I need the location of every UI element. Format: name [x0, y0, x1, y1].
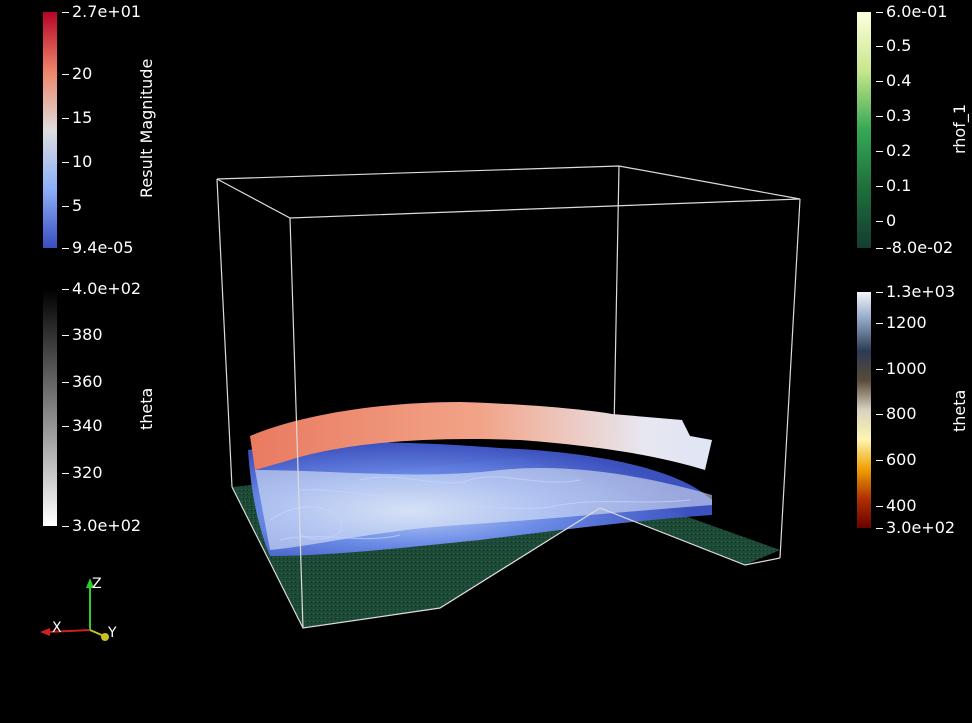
streamlines: [269, 476, 691, 541]
colorbar-min-label: 9.4e-05: [61, 238, 134, 257]
colorbar-tick: 1000: [876, 359, 927, 378]
colorbar-tick: 380: [62, 325, 103, 344]
colorbar-max-label: 1.3e+03: [875, 282, 956, 301]
colorbar-tick: 0.4: [875, 71, 912, 90]
colorbar-tick: 0.2: [875, 141, 912, 160]
colorbar-tick: 0.5: [875, 36, 912, 55]
colorbar-min-label: 3.0e+02: [875, 518, 956, 537]
colorbar-tick: 800: [876, 404, 917, 423]
axis-label-z: Z: [92, 576, 102, 592]
axis-label-y: Y: [108, 625, 117, 641]
colorbar-gradient: [43, 289, 57, 526]
colorbar-title: theta: [137, 387, 156, 430]
colorbar-title: Result Magnitude: [137, 58, 156, 198]
colorbar-tick: 5: [61, 196, 83, 215]
bounding-box: [216, 165, 801, 629]
colorbar-tick: 0.1: [875, 176, 912, 195]
colorbar-gradient: [43, 12, 57, 248]
axis-label-x: X: [52, 620, 62, 636]
colorbar-tick: 0.3: [875, 106, 912, 125]
colorbar-tick: 340: [62, 416, 103, 435]
colorbar-tick: 320: [62, 463, 103, 482]
colorbar-tick: 360: [62, 372, 103, 391]
colorbar-tick: 1200: [876, 313, 927, 332]
colorbar-tick: 400: [876, 496, 917, 515]
colorbar-title: theta: [950, 389, 969, 432]
colorbar-tick: 0: [875, 211, 897, 230]
colorbar-min-label: 3.0e+02: [61, 516, 142, 535]
colorbar-tick: 10: [61, 152, 93, 171]
axes-triad-icon: [40, 578, 109, 641]
colorbar-tick: 600: [876, 450, 917, 469]
colorbar-max-label: 6.0e-01: [875, 2, 948, 21]
colorbar-gradient: [857, 12, 871, 248]
colorbar-max-label: 2.7e+01: [61, 2, 142, 21]
colorbar-gradient: [857, 292, 871, 528]
colorbar-tick: 20: [61, 64, 93, 83]
colorbar-title: rhof_1: [950, 103, 969, 154]
colorbar-tick: 15: [61, 108, 93, 127]
flow-white-layer: [255, 468, 712, 550]
colorbar-max-label: 4.0e+02: [61, 279, 142, 298]
orientation-axes-widget: Z X Y: [30, 570, 130, 650]
flow-red-layer: [250, 402, 712, 470]
colorbar-min-label: -8.0e-02: [875, 238, 954, 257]
